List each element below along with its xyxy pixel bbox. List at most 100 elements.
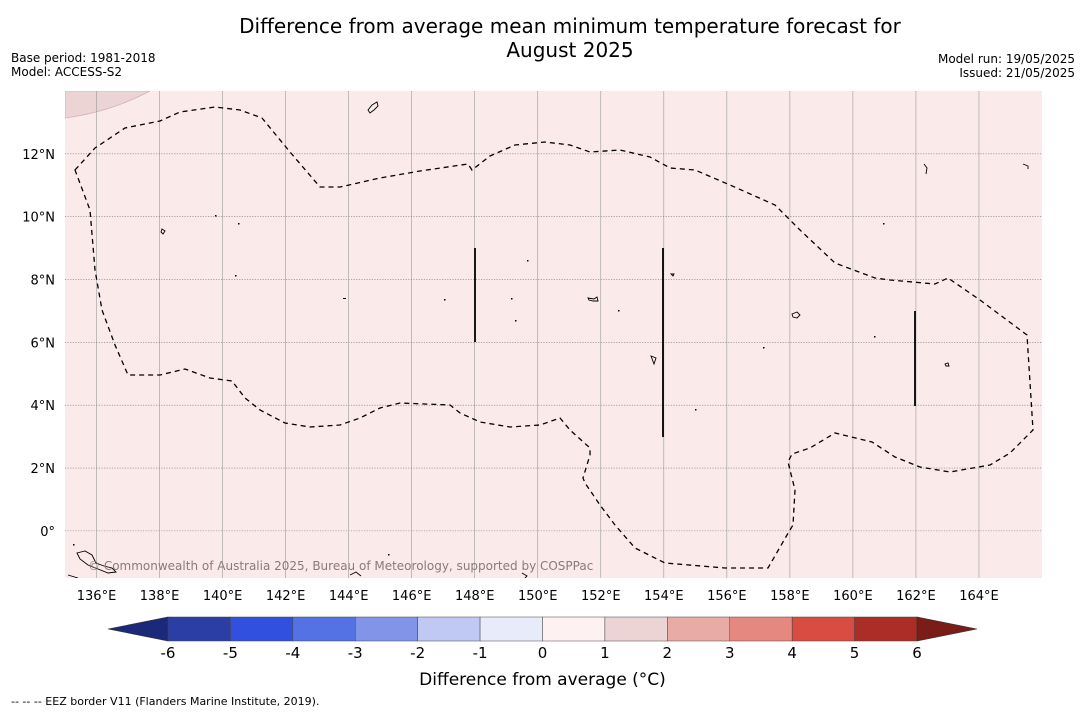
lat-tick-label: 2°N — [31, 462, 56, 477]
map-background — [65, 91, 1042, 578]
colorbar-tick-label: 6 — [912, 644, 922, 662]
colorbar-segment — [479, 616, 543, 642]
colorbar-segment — [729, 616, 793, 642]
colorbar-tick-label: -5 — [223, 644, 238, 662]
lon-tick-label: 138°E — [140, 589, 180, 604]
island-small-1 — [669, 273, 675, 277]
colorbar-segment — [791, 616, 855, 642]
island-dot-7 — [515, 320, 517, 322]
lon-tick-label: 162°E — [896, 589, 936, 604]
island-dot-4 — [343, 298, 346, 299]
colorbar-tick-label: -4 — [285, 644, 300, 662]
lon-tick-label: 160°E — [833, 589, 873, 604]
meta-right: Model run: 19/05/2025 Issued: 21/05/2025 — [938, 52, 1075, 80]
island-pohnpei — [791, 311, 801, 319]
island-dots — [73, 215, 885, 556]
island-small-7 — [67, 574, 79, 578]
title-line-1: Difference from average mean minimum tem… — [239, 14, 901, 38]
lon-tick-label: 154°E — [644, 589, 684, 604]
island-dot-15 — [73, 544, 75, 546]
meta-left: Base period: 1981-2018 Model: ACCESS-S2 — [11, 51, 156, 79]
eez-border — [74, 106, 1034, 569]
colorbar-tick-label: -1 — [473, 644, 488, 662]
island-small-6 — [521, 572, 528, 578]
title-line-2: August 2025 — [506, 38, 634, 62]
lat-tick-label: 8°N — [31, 274, 56, 289]
island-small-5 — [349, 571, 362, 577]
colorbar-tick-label: 5 — [850, 644, 860, 662]
colorbar-segment — [167, 616, 231, 642]
lat-tick-label: 0° — [40, 525, 55, 540]
lon-tick-label: 136°E — [77, 589, 117, 604]
colorbar-tick-label: 4 — [787, 644, 797, 662]
colorbar-tick-label: -3 — [348, 644, 363, 662]
island-dot-5 — [444, 299, 446, 301]
boundary-lines — [474, 248, 916, 437]
island-yap — [160, 228, 166, 235]
island-dot-8 — [527, 260, 529, 262]
colorbar-over-extension — [916, 616, 978, 642]
island-png-coast — [76, 550, 117, 574]
colorbar-segment — [292, 616, 356, 642]
island-small-3 — [1022, 163, 1029, 169]
island-dot-3 — [235, 275, 237, 277]
map-panel: © Commonwealth of Australia 2025, Bureau… — [65, 91, 1042, 578]
issued-date: Issued: 21/05/2025 — [959, 66, 1075, 80]
longitude-tick-labels: 136°E 138°E 140°E 142°E 144°E 146°E 148°E 150°E… — [77, 589, 999, 604]
island-chuuk — [587, 296, 599, 302]
colorbar-label: Difference from average (°C) — [419, 670, 666, 690]
lat-tick-label: 10°N — [22, 211, 55, 226]
colorbar-segment — [417, 616, 481, 642]
lon-tick-label: 142°E — [266, 589, 306, 604]
colorbar-under-extension — [107, 616, 169, 642]
colorbar-tick-label: -2 — [410, 644, 425, 662]
lon-tick-label: 148°E — [455, 589, 495, 604]
colorbar-segment — [542, 616, 606, 642]
lon-tick-label: 158°E — [770, 589, 810, 604]
colorbar-segment — [667, 616, 730, 642]
lon-tick-label: 152°E — [581, 589, 621, 604]
island-dot-10 — [695, 409, 697, 411]
model-run: Model run: 19/05/2025 — [937, 52, 1075, 66]
lat-tick-label: 12°N — [22, 148, 55, 163]
lat-tick-label: 4°N — [31, 399, 56, 414]
island-dot-14 — [388, 554, 390, 556]
lon-tick-label: 140°E — [203, 589, 243, 604]
island-dot-1 — [215, 215, 217, 217]
island-dot-12 — [874, 336, 876, 338]
model-name: Model: ACCESS-S2 — [11, 65, 123, 79]
colorbar-tick-label: 1 — [600, 644, 610, 662]
island-dot-2 — [238, 223, 240, 225]
colorbar-tick-label: 3 — [725, 644, 735, 662]
latitude-tick-labels: 0° 2°N 4°N 6°N 8°N 10°N 12°N — [22, 148, 55, 540]
forecast-shade-corner — [65, 91, 151, 119]
island-small-4 — [923, 163, 928, 175]
lon-tick-label: 146°E — [392, 589, 432, 604]
colorbar-tick-label: 0 — [538, 644, 548, 662]
colorbar-segment — [230, 616, 294, 642]
chart-title: Difference from average mean minimum tem… — [0, 14, 1085, 62]
lon-tick-label: 150°E — [518, 589, 558, 604]
copyright-notice: © Commonwealth of Australia 2025, Bureau… — [88, 559, 593, 573]
island-guam — [367, 101, 379, 114]
island-dot-9 — [618, 310, 620, 312]
island-dot-13 — [883, 223, 885, 225]
colorbar-segment — [355, 616, 418, 642]
colorbar: -6 -5 -4 -3 -2 -1 0 1 2 3 4 5 6 — [107, 616, 978, 662]
island-dot-11 — [763, 347, 765, 349]
lon-tick-label: 144°E — [329, 589, 369, 604]
island-dot-6 — [511, 298, 513, 300]
island-small-2 — [650, 355, 657, 366]
lat-tick-label: 6°N — [31, 336, 56, 351]
island-kosrae — [944, 362, 950, 367]
base-period: Base period: 1981-2018 — [11, 51, 156, 65]
lon-tick-label: 156°E — [707, 589, 747, 604]
eez-footnote: -- -- -- EEZ border V11 (Flanders Marine… — [11, 695, 320, 708]
islands — [67, 101, 1029, 578]
colorbar-segment — [854, 616, 918, 642]
lon-tick-label: 164°E — [959, 589, 999, 604]
colorbar-segment — [604, 616, 668, 642]
colorbar-tick-label: 2 — [663, 644, 673, 662]
colorbar-tick-label: -6 — [161, 644, 176, 662]
